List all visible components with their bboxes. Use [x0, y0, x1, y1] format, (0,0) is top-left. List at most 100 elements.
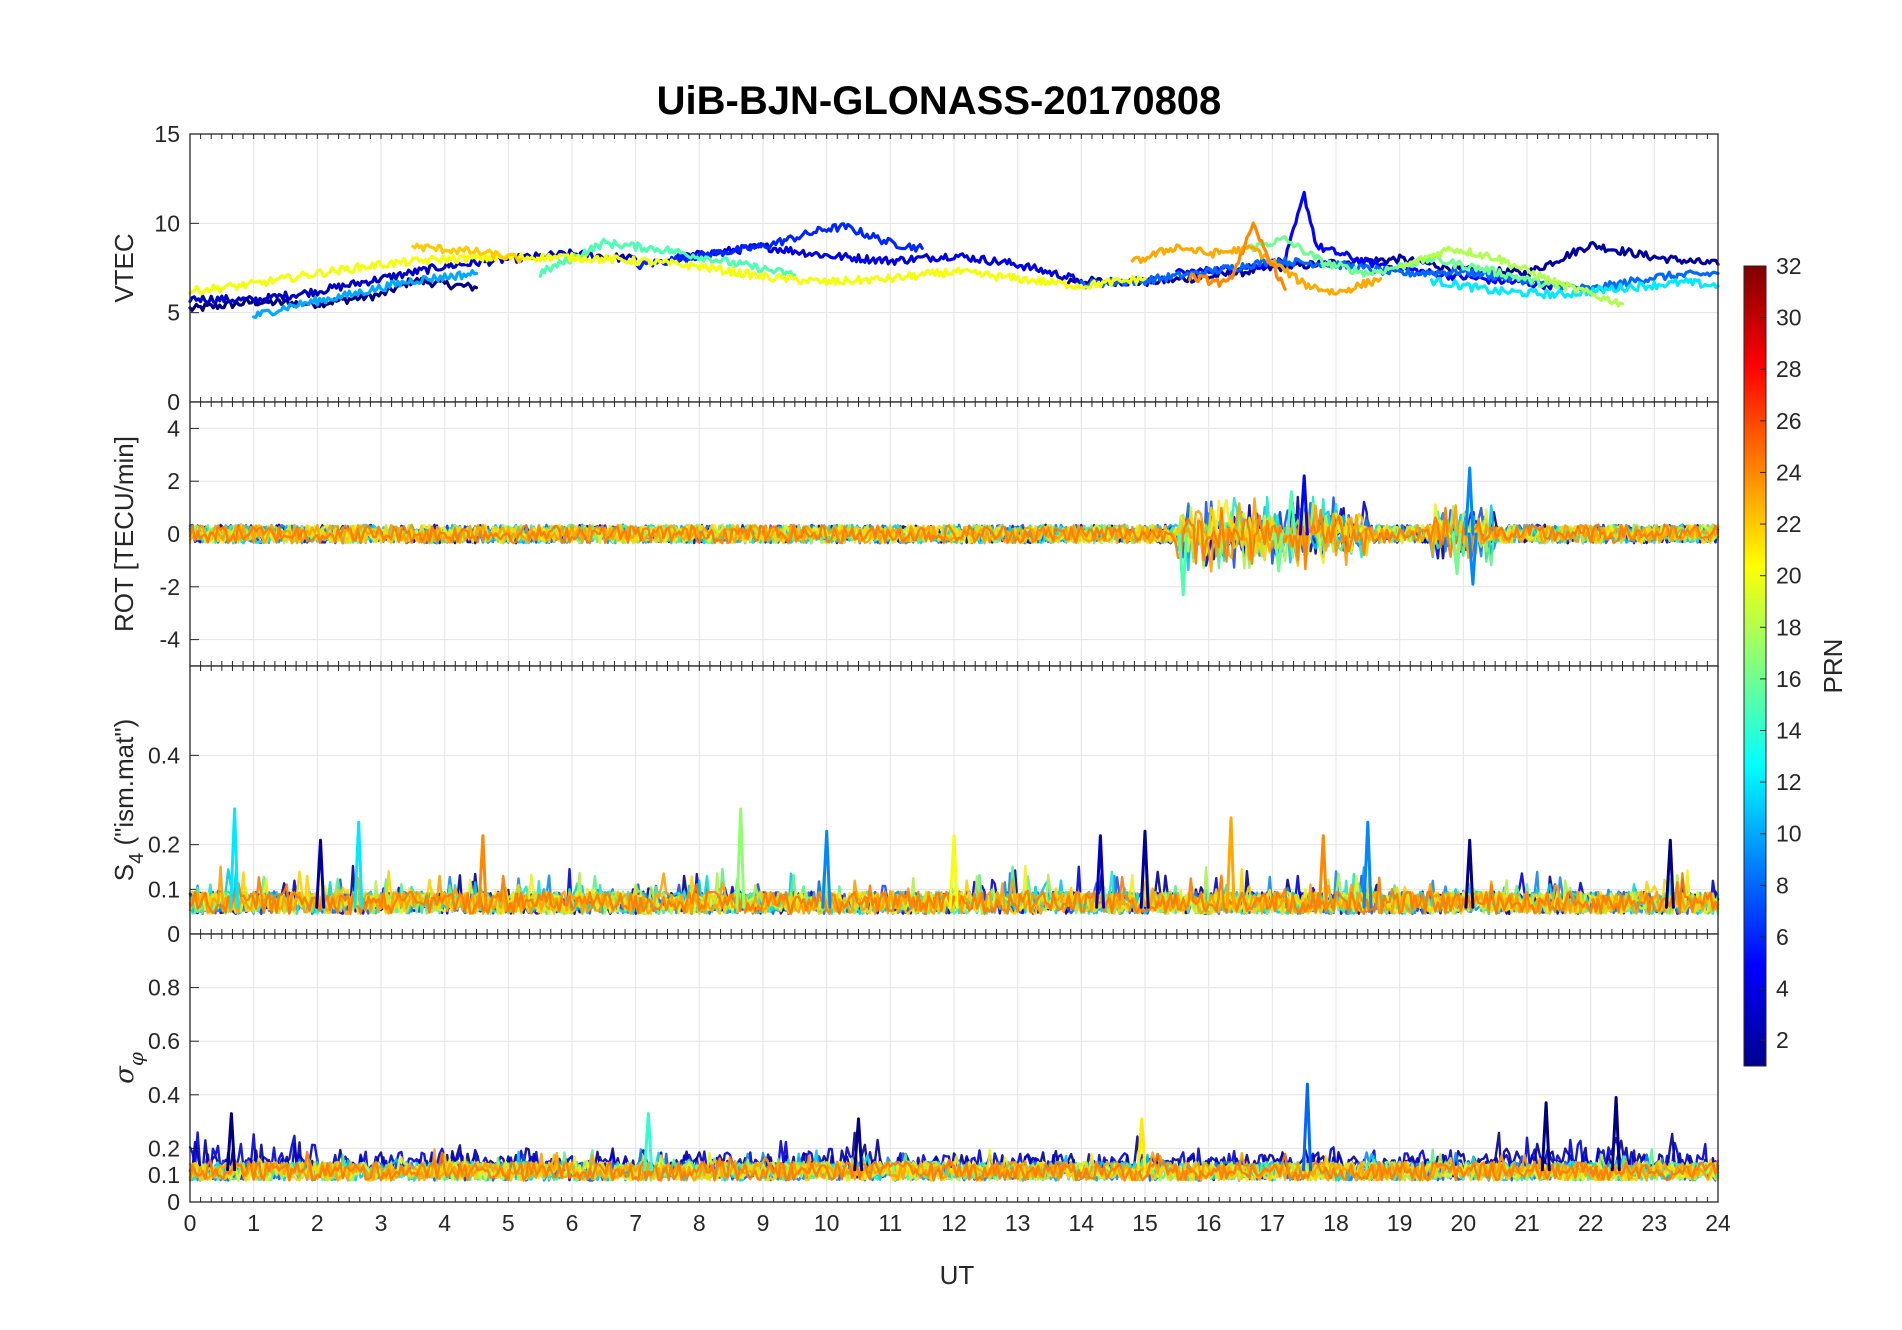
- x-tick-label: 14: [1069, 1210, 1095, 1236]
- x-tick-label: 16: [1196, 1210, 1222, 1236]
- y-tick-label: 0: [167, 1189, 180, 1215]
- spike-prn-15: [1286, 490, 1297, 536]
- x-tick-label: 15: [1132, 1210, 1158, 1236]
- spike-prn-12: [353, 820, 364, 909]
- vtec-trace-prn-6: [634, 222, 924, 271]
- x-tick-label: 7: [629, 1210, 642, 1236]
- y-tick-label: 0: [167, 921, 180, 947]
- colorbar-tick-label: 20: [1776, 563, 1802, 589]
- x-tick-label: 17: [1260, 1210, 1286, 1236]
- y-tick-label: 2: [167, 468, 180, 494]
- spike-prn-17: [735, 807, 746, 909]
- spike-prn-16: [1273, 532, 1284, 573]
- colorbar-tick-label: 24: [1776, 459, 1802, 485]
- x-axis-label: UT: [940, 1260, 975, 1290]
- x-axis: 0 1 2 3 4 5 6 7 8 9 10 11 12 13 14 15 16 17 18 19 20 21 22 23 24: [184, 1210, 1731, 1236]
- y-tick-label: 4: [167, 415, 180, 441]
- spike-prn-2: [1139, 829, 1150, 909]
- x-tick-label: 0: [184, 1210, 197, 1236]
- noise-trace: [188, 1150, 1720, 1182]
- colorbar-tick-label: 6: [1776, 924, 1789, 950]
- plot-frame: [189, 933, 1719, 1203]
- y-axis-label: VTEC: [109, 233, 139, 302]
- y-axis-label: σφ: [110, 1052, 148, 1084]
- spike-prn-23: [1225, 816, 1236, 909]
- vtec-trace-prn-16: [1238, 235, 1561, 290]
- colorbar-tick-label: 16: [1776, 666, 1802, 692]
- spike-prn-1: [226, 1112, 237, 1172]
- y-tick-label: 0.1: [148, 876, 180, 902]
- panel-3: 0 0.1 0.2 0.4S4 ("ism.mat"): [109, 665, 1720, 947]
- colorbar-tick-label: 28: [1776, 356, 1802, 382]
- spike-prn-14: [643, 1112, 654, 1172]
- colorbar-tick-label: 26: [1776, 408, 1802, 434]
- spike-prn-1: [1540, 1101, 1551, 1172]
- x-tick-label: 8: [693, 1210, 706, 1236]
- panel-1: 0 5 10 15 VTEC: [109, 121, 1720, 415]
- data-traces: [188, 190, 1720, 319]
- spike-prn-1: [1664, 838, 1675, 909]
- spike-prn-1: [1464, 838, 1475, 909]
- x-tick-label: 9: [757, 1210, 770, 1236]
- x-tick-label: 1: [247, 1210, 260, 1236]
- spike-prn-2: [315, 838, 326, 909]
- y-tick-label: 0.8: [148, 975, 180, 1001]
- spike-prn-1: [1610, 1096, 1621, 1172]
- x-tick-label: 6: [566, 1210, 579, 1236]
- x-tick-label: 24: [1705, 1210, 1731, 1236]
- spike-prn-24: [1317, 834, 1328, 909]
- colorbar-tick-label: 14: [1776, 718, 1802, 744]
- x-tick-label: 21: [1514, 1210, 1540, 1236]
- y-tick-label: 0.4: [148, 1082, 180, 1108]
- spike-prn-9: [1467, 532, 1478, 586]
- vtec-trace-prn-15: [538, 237, 797, 279]
- y-tick-label: 5: [167, 300, 180, 326]
- x-tick-label: 13: [1005, 1210, 1031, 1236]
- noise-trace: [188, 1154, 1720, 1182]
- x-tick-label: 5: [502, 1210, 515, 1236]
- x-tick-label: 20: [1451, 1210, 1477, 1236]
- chart-title: UiB-BJN-GLONASS-20170808: [657, 79, 1222, 123]
- colorbar-gradient: [1743, 265, 1767, 1067]
- noise-trace: [188, 872, 1720, 916]
- spike-prn-24: [477, 834, 488, 909]
- x-tick-label: 19: [1387, 1210, 1413, 1236]
- spike-prn-5: [1298, 474, 1309, 536]
- colorbar-tick-label: 12: [1776, 769, 1802, 795]
- vtec-trace-prn-10: [252, 269, 479, 319]
- vtec-trace-prn-22: [411, 242, 523, 264]
- spike-prn-15: [1177, 532, 1188, 597]
- x-tick-label: 2: [311, 1210, 324, 1236]
- data-traces: [188, 466, 1720, 597]
- spike-prn-9: [1362, 820, 1373, 909]
- colorbar-tick-label: 30: [1776, 305, 1802, 331]
- y-tick-label: 0.1: [148, 1162, 180, 1188]
- x-tick-label: 11: [878, 1210, 902, 1236]
- noise-trace: [188, 864, 1720, 916]
- x-tick-label: 12: [941, 1210, 967, 1236]
- y-tick-label: 15: [154, 121, 180, 147]
- colorbar-tick-label: 22: [1776, 511, 1802, 537]
- spike-prn-9: [1464, 466, 1475, 536]
- spike-prn-20: [948, 834, 959, 909]
- spike-prn-12: [229, 807, 240, 909]
- vtec-trace-prn-3: [188, 248, 638, 305]
- panel-4: 00.10.2 0.4 0.6 0.8 σφ: [110, 933, 1720, 1215]
- y-tick-label: 0.2: [148, 1135, 180, 1161]
- y-axis-label: S4 ("ism.mat"): [109, 719, 148, 881]
- vtec-trace-prn-20: [188, 251, 1147, 296]
- vtec-trace-prn-18: [1398, 245, 1625, 308]
- y-tick-label: 0: [167, 521, 180, 547]
- vtec-trace-prn-24: [1187, 221, 1287, 291]
- spike-prn-8: [1302, 1082, 1312, 1172]
- y-tick-label: -4: [160, 627, 181, 653]
- x-tick-label: 18: [1323, 1210, 1349, 1236]
- colorbar-tick-label: 32: [1776, 253, 1802, 279]
- vtec-trace-prn-23: [1130, 243, 1383, 296]
- noise-trace: [188, 506, 1720, 571]
- y-tick-label: 10: [154, 210, 180, 236]
- y-axis-label: ROT [TECU/min]: [109, 436, 139, 632]
